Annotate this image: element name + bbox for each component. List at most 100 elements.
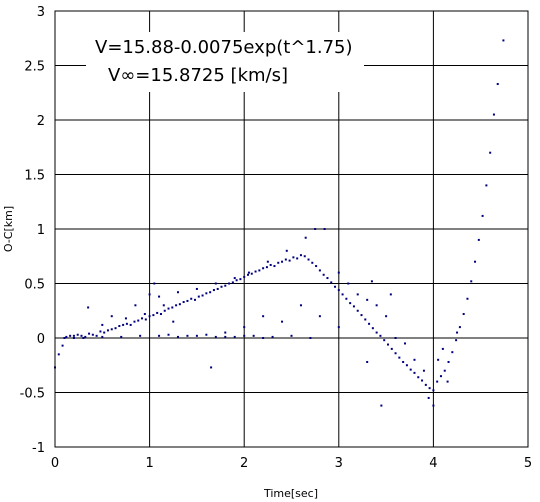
data-point bbox=[197, 295, 200, 298]
data-point bbox=[224, 331, 227, 334]
data-point bbox=[390, 347, 393, 350]
data-point bbox=[466, 297, 469, 300]
data-point bbox=[101, 335, 104, 338]
data-point bbox=[201, 294, 204, 297]
y-axis-title: O-C[km] bbox=[2, 206, 15, 252]
data-point bbox=[409, 368, 412, 371]
data-point bbox=[292, 256, 295, 259]
data-point bbox=[299, 254, 302, 257]
data-point bbox=[171, 306, 174, 309]
data-point bbox=[88, 332, 91, 335]
data-point bbox=[436, 380, 439, 383]
data-point bbox=[271, 335, 274, 338]
data-point bbox=[172, 320, 175, 323]
data-point bbox=[216, 287, 219, 290]
data-point bbox=[285, 249, 288, 252]
data-point bbox=[422, 369, 425, 372]
data-point bbox=[163, 309, 166, 312]
y-tick-label: -0.5 bbox=[20, 387, 45, 402]
data-point bbox=[402, 360, 405, 363]
data-point bbox=[76, 333, 79, 336]
data-point bbox=[254, 270, 257, 273]
data-point bbox=[125, 322, 128, 325]
data-point bbox=[341, 293, 344, 296]
data-point bbox=[394, 337, 397, 339]
data-point bbox=[451, 351, 454, 354]
data-point bbox=[380, 404, 383, 407]
data-point bbox=[65, 335, 68, 338]
data-point bbox=[492, 113, 495, 116]
data-point bbox=[345, 297, 348, 300]
data-point bbox=[224, 335, 227, 338]
data-point bbox=[314, 228, 317, 230]
data-point bbox=[148, 315, 151, 318]
data-point bbox=[153, 282, 156, 285]
data-point bbox=[470, 280, 473, 283]
y-tick-label: 2.5 bbox=[24, 60, 45, 75]
data-point bbox=[106, 329, 109, 332]
data-point bbox=[398, 356, 401, 359]
data-point bbox=[427, 396, 430, 399]
data-point bbox=[288, 259, 291, 262]
data-point bbox=[364, 318, 367, 321]
x-tick-label: 0 bbox=[51, 456, 59, 471]
data-point bbox=[437, 358, 440, 361]
data-point bbox=[385, 315, 388, 318]
data-point bbox=[458, 326, 461, 329]
data-point bbox=[252, 334, 255, 337]
data-point bbox=[228, 282, 231, 285]
data-point bbox=[162, 304, 165, 307]
data-point bbox=[156, 311, 159, 314]
data-point bbox=[318, 315, 321, 318]
data-point bbox=[265, 266, 268, 269]
data-point bbox=[368, 322, 371, 325]
data-point bbox=[167, 307, 170, 310]
data-point bbox=[455, 339, 458, 342]
x-tick-label: 2 bbox=[240, 456, 248, 471]
data-point bbox=[352, 305, 355, 308]
annotation-terminal-velocity: V∞=15.8725 [km/s] bbox=[108, 65, 288, 86]
data-point bbox=[337, 271, 340, 274]
data-point bbox=[432, 389, 435, 392]
data-point bbox=[61, 344, 64, 347]
data-point bbox=[103, 331, 106, 334]
data-point bbox=[443, 369, 446, 372]
data-point bbox=[481, 214, 484, 217]
data-point bbox=[69, 334, 72, 337]
data-point bbox=[432, 404, 435, 407]
data-point bbox=[233, 277, 236, 280]
data-point bbox=[334, 285, 337, 288]
data-point bbox=[304, 236, 307, 239]
data-point bbox=[80, 334, 83, 337]
x-axis-title: Time[sec] bbox=[263, 487, 318, 500]
data-point bbox=[262, 267, 265, 270]
data-point bbox=[243, 275, 246, 278]
y-tick-label: 3 bbox=[37, 5, 45, 20]
data-point bbox=[405, 364, 408, 367]
data-point bbox=[87, 306, 90, 309]
x-tick-label: 5 bbox=[524, 456, 532, 471]
data-point bbox=[235, 279, 238, 282]
data-point bbox=[233, 335, 236, 338]
data-point bbox=[447, 360, 450, 363]
data-point bbox=[277, 261, 280, 264]
data-point bbox=[144, 318, 147, 321]
data-point bbox=[143, 313, 146, 316]
data-point bbox=[224, 284, 227, 287]
y-tick-label: 1 bbox=[37, 223, 45, 238]
data-point bbox=[375, 331, 378, 334]
data-point bbox=[389, 293, 392, 296]
data-point bbox=[337, 326, 340, 329]
data-point bbox=[129, 323, 132, 326]
data-point bbox=[205, 333, 208, 336]
data-point bbox=[496, 83, 499, 86]
data-point bbox=[424, 383, 427, 386]
data-point bbox=[124, 317, 127, 320]
data-point bbox=[212, 289, 215, 292]
data-point bbox=[281, 320, 284, 323]
data-point bbox=[243, 334, 246, 337]
data-point bbox=[404, 342, 407, 345]
data-point bbox=[266, 260, 269, 263]
data-point bbox=[186, 299, 189, 302]
data-point bbox=[195, 287, 198, 290]
